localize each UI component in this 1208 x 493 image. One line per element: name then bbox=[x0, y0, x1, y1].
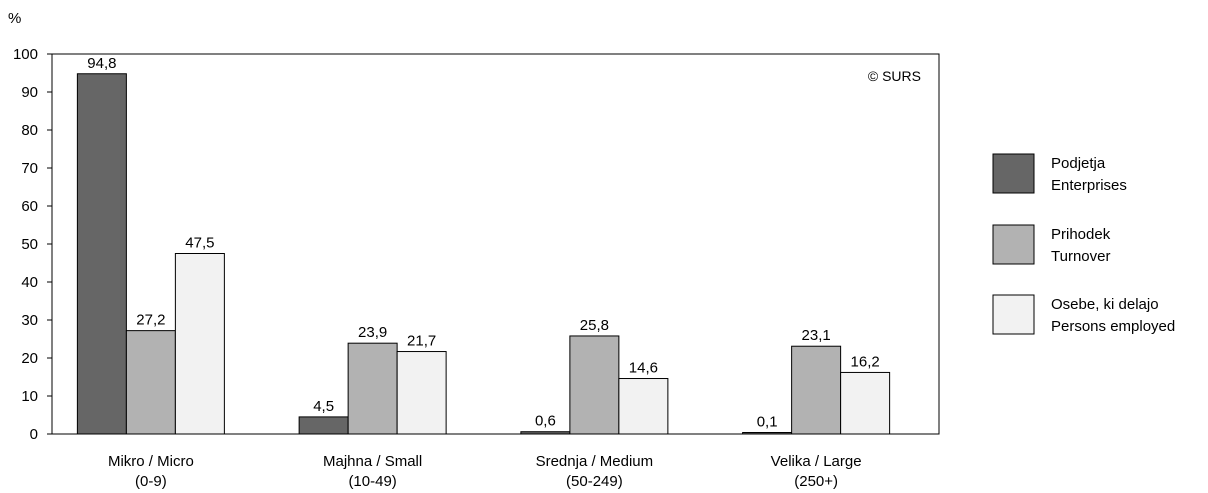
data-label: 47,5 bbox=[185, 235, 214, 252]
y-tick-label: 50 bbox=[21, 236, 38, 253]
bar-series-0-cat-0 bbox=[76, 73, 127, 435]
legend-swatch bbox=[992, 153, 1035, 194]
y-tick-label: 100 bbox=[13, 46, 38, 63]
bars bbox=[76, 73, 891, 435]
data-label: 23,9 bbox=[358, 324, 387, 341]
plot-area-frame bbox=[51, 53, 940, 435]
y-axis-unit-label: % bbox=[8, 10, 21, 27]
bar-series-0-cat-3 bbox=[742, 432, 793, 435]
y-tick-label: 80 bbox=[21, 122, 38, 139]
y-tick-label: 20 bbox=[21, 350, 38, 367]
data-label: 23,1 bbox=[802, 327, 831, 344]
legend: Podjetja Enterprises Prihodek Turnover Osebe… bbox=[992, 153, 1175, 335]
y-tick-label: 90 bbox=[21, 84, 38, 101]
data-label: 0,1 bbox=[757, 414, 778, 431]
data-label: 21,7 bbox=[407, 333, 436, 350]
x-category-label: (10-49) bbox=[348, 473, 396, 490]
x-category-label: (0-9) bbox=[135, 473, 167, 490]
bar-series-0-cat-1 bbox=[298, 416, 349, 435]
data-label: 94,8 bbox=[87, 55, 116, 72]
legend-entry-label: Turnover bbox=[1051, 248, 1110, 265]
x-category-label: (50-249) bbox=[566, 473, 623, 490]
x-category-label: Srednja / Medium bbox=[536, 453, 654, 470]
x-axis-category-labels: Mikro / Micro (0-9) Majhna / Small (10-49) S… bbox=[108, 453, 862, 490]
data-label: 25,8 bbox=[580, 317, 609, 334]
y-axis: 0 10 20 30 40 50 60 70 80 90 100 bbox=[13, 46, 52, 443]
legend-entry-label: Persons employed bbox=[1051, 318, 1175, 335]
bar-series-2-cat-0 bbox=[174, 253, 225, 435]
y-tick-label: 0 bbox=[30, 426, 38, 443]
bar-series-0-cat-2 bbox=[520, 431, 571, 435]
bar-series-1-cat-1 bbox=[347, 342, 398, 435]
x-category-label: Velika / Large bbox=[771, 453, 862, 470]
bar-series-2-cat-3 bbox=[840, 371, 891, 435]
legend-swatch bbox=[992, 294, 1035, 335]
y-tick-label: 30 bbox=[21, 312, 38, 329]
bar-series-2-cat-1 bbox=[396, 351, 447, 435]
x-category-label: Mikro / Micro bbox=[108, 453, 194, 470]
data-label: 0,6 bbox=[535, 413, 556, 430]
copyright-label: © SURS bbox=[868, 68, 921, 84]
y-tick-label: 10 bbox=[21, 388, 38, 405]
data-label: 16,2 bbox=[851, 353, 880, 370]
bar-series-2-cat-2 bbox=[618, 378, 669, 435]
legend-swatch bbox=[992, 224, 1035, 265]
legend-entry-label: Enterprises bbox=[1051, 177, 1127, 194]
bar-series-1-cat-2 bbox=[569, 335, 620, 435]
bar-series-1-cat-0 bbox=[125, 330, 176, 435]
x-category-label: (250+) bbox=[794, 473, 838, 490]
x-category-label: Majhna / Small bbox=[323, 453, 422, 470]
data-label: 14,6 bbox=[629, 360, 658, 377]
y-tick-label: 70 bbox=[21, 160, 38, 177]
legend-entry-label: Podjetja bbox=[1051, 155, 1106, 172]
bar-series-1-cat-3 bbox=[791, 345, 842, 435]
data-label: 27,2 bbox=[136, 312, 165, 329]
y-tick-label: 40 bbox=[21, 274, 38, 291]
data-labels: 94,8 27,2 47,5 4,5 23,9 21,7 0,6 25,8 14,6 0,1 23,… bbox=[87, 55, 879, 431]
legend-entry-label: Prihodek bbox=[1051, 226, 1111, 243]
data-label: 4,5 bbox=[313, 398, 334, 415]
legend-entry-label: Osebe, ki delajo bbox=[1051, 296, 1159, 313]
y-tick-label: 60 bbox=[21, 198, 38, 215]
